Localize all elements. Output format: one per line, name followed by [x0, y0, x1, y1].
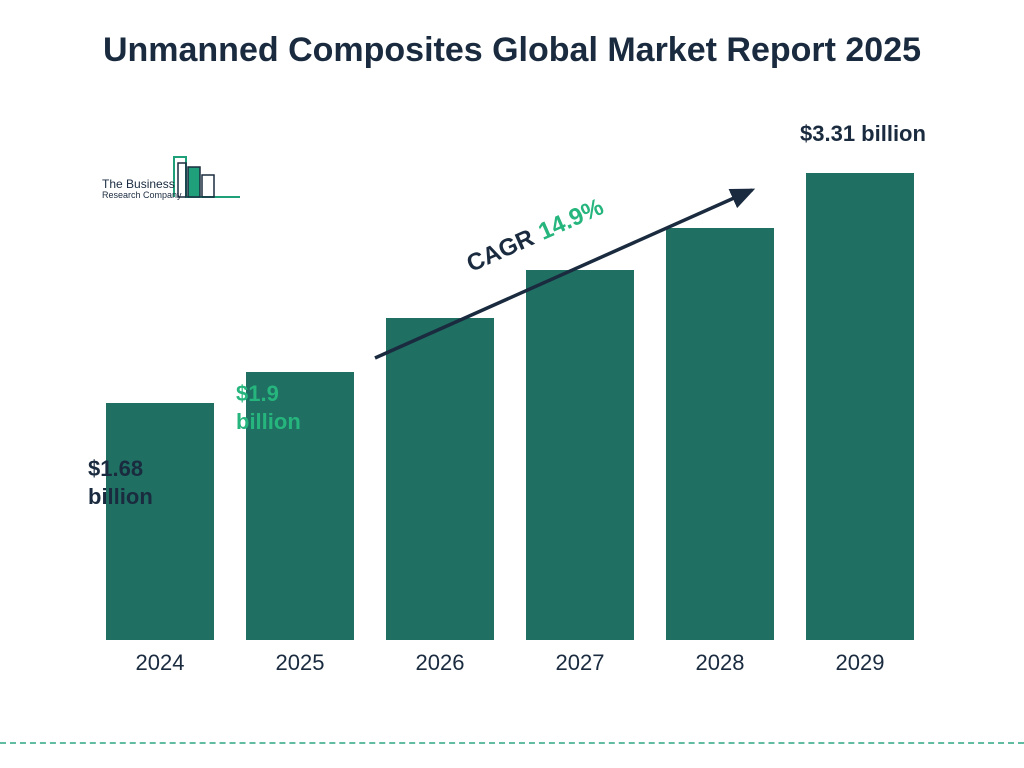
chart-title: Unmanned Composites Global Market Report… [0, 28, 1024, 72]
x-axis-label: 2027 [510, 650, 650, 676]
value-label: $1.68 billion [88, 455, 178, 510]
bar [806, 173, 914, 640]
bar-slot: 2028 [650, 228, 790, 640]
value-label: $3.31 billion [800, 120, 970, 148]
bar-slot: 2024 [90, 403, 230, 640]
bar [526, 270, 634, 640]
x-axis-label: 2028 [650, 650, 790, 676]
x-axis-label: 2029 [790, 650, 930, 676]
bar [106, 403, 214, 640]
bar [666, 228, 774, 640]
bar-slot: 2026 [370, 318, 510, 640]
bar-slot: 2029 [790, 173, 930, 640]
x-axis-label: 2025 [230, 650, 370, 676]
bottom-divider [0, 742, 1024, 744]
bar-slot: 2027 [510, 270, 650, 640]
value-label: $1.9 billion [236, 380, 326, 435]
x-axis-label: 2024 [90, 650, 230, 676]
bar [386, 318, 494, 640]
x-axis-label: 2026 [370, 650, 510, 676]
